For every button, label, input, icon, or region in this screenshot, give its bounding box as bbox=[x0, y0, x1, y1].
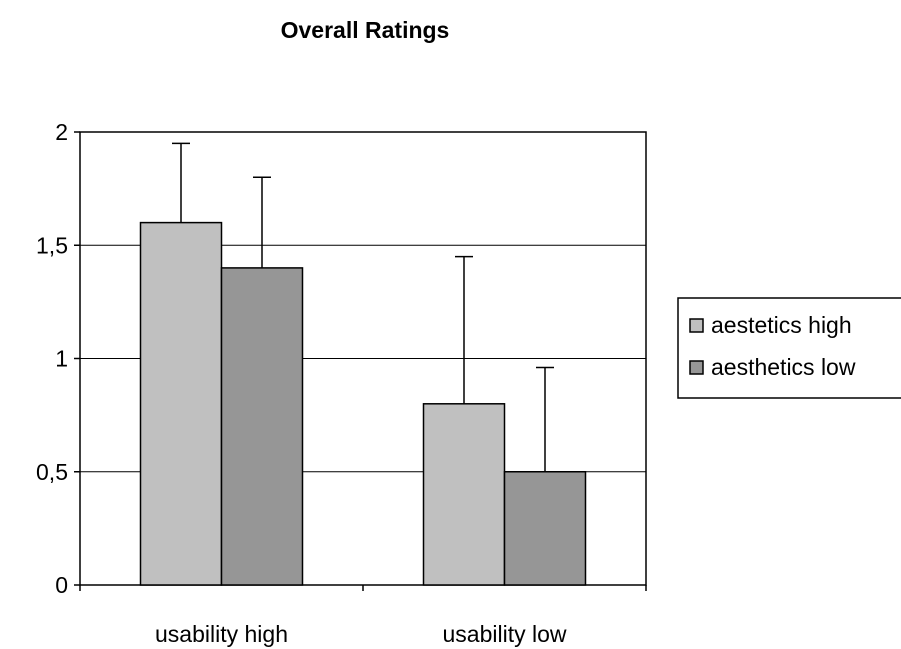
bar bbox=[139, 221, 223, 586]
legend-box bbox=[677, 297, 901, 399]
bar bbox=[503, 471, 587, 586]
legend: aestetics high aesthetics low bbox=[677, 297, 901, 399]
bar bbox=[422, 403, 506, 586]
chart-title: Overall Ratings bbox=[281, 17, 450, 43]
x-tick-label: usability low bbox=[443, 621, 567, 647]
y-tick-label: 0 bbox=[55, 572, 68, 598]
y-tick-label: 0,5 bbox=[36, 459, 68, 485]
legend-swatch bbox=[689, 360, 704, 375]
legend-label: aesthetics low bbox=[711, 354, 856, 380]
bar bbox=[220, 267, 304, 586]
y-tick-label: 1 bbox=[55, 346, 68, 372]
legend-swatch bbox=[689, 318, 704, 333]
x-tick-label: usability high bbox=[155, 621, 288, 647]
plot-area: 0 0,5 1 1,5 2 usability high usability low bbox=[36, 119, 647, 647]
y-tick-label: 2 bbox=[55, 119, 68, 145]
y-tick-label: 1,5 bbox=[36, 232, 68, 258]
legend-label: aestetics high bbox=[711, 312, 852, 338]
